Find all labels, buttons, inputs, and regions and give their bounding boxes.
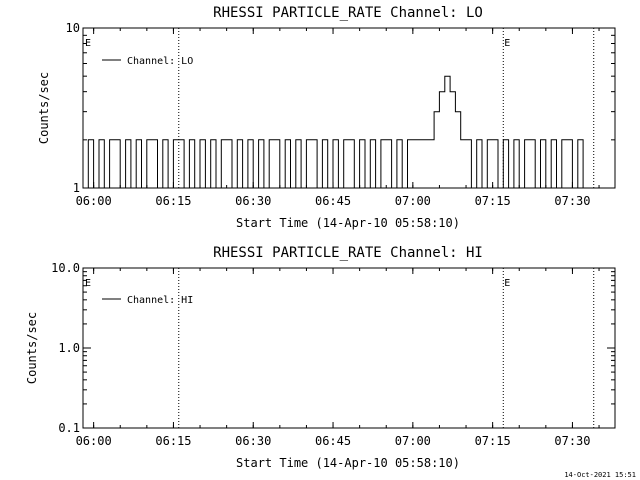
panel-hi-legend: Channel: HI	[102, 295, 193, 306]
panel-hi-plot-frame	[82, 267, 616, 429]
panel-lo-y-ticks: 1 10	[66, 21, 615, 195]
panel-hi-x-tick-label: 06:00	[76, 434, 112, 448]
panel-hi-x-ticks: 06:00 06:15 06:30 06:45 07:00 07:15 07:30	[76, 268, 600, 448]
panel-hi-x-tick-label: 06:30	[235, 434, 271, 448]
panel-lo-event-marker: E	[504, 38, 510, 49]
panel-lo-title: RHESSI PARTICLE_RATE Channel: LO	[213, 5, 483, 21]
panel-hi-x-tick-label: 06:15	[155, 434, 191, 448]
panel-hi-x-tick-label: 07:30	[554, 434, 590, 448]
panel-lo-series-line	[83, 75, 599, 189]
panel-lo-legend: Channel: LO	[102, 56, 193, 67]
panel-hi-y-ticks: 0.1 1.0 10.0	[51, 261, 615, 435]
panel-hi-legend-label: Channel: HI	[127, 295, 193, 306]
panel-lo-x-axis-label: Start Time (14-Apr-10 05:58:10)	[236, 216, 460, 230]
panel-lo: RHESSI PARTICLE_RATE Channel: LO 06:00 06…	[37, 5, 616, 230]
panel-lo-x-tick-label: 06:30	[235, 194, 271, 208]
panel-hi-event-marker: E	[504, 278, 510, 289]
panel-lo-x-tick-label: 07:30	[554, 194, 590, 208]
panel-hi-y-tick-label: 1.0	[58, 341, 80, 355]
panel-lo-y-axis-label: Counts/sec	[37, 72, 51, 144]
panel-hi: RHESSI PARTICLE_RATE Channel: HI 06:00 06…	[25, 245, 616, 470]
panel-hi-x-axis-label: Start Time (14-Apr-10 05:58:10)	[236, 456, 460, 470]
panel-hi-event-marker: E	[85, 278, 91, 289]
panel-hi-y-axis-label: Counts/sec	[25, 312, 39, 384]
panel-lo-y-tick-label: 1	[73, 181, 80, 195]
timestamp: 14-Oct-2021 15:51	[564, 471, 636, 479]
panel-hi-y-tick-label: 0.1	[58, 421, 80, 435]
panel-hi-y-tick-label: 10.0	[51, 261, 80, 275]
panel-lo-x-tick-label: 06:15	[155, 194, 191, 208]
panel-lo-series	[83, 75, 599, 189]
panel-lo-x-ticks: 06:00 06:15 06:30 06:45 07:00 07:15 07:30	[76, 28, 600, 208]
panel-hi-x-tick-label: 07:00	[395, 434, 431, 448]
panel-hi-title: RHESSI PARTICLE_RATE Channel: HI	[213, 245, 483, 261]
panel-hi-x-tick-label: 07:15	[475, 434, 511, 448]
panel-lo-x-tick-label: 07:15	[475, 194, 511, 208]
panel-hi-x-tick-label: 06:45	[315, 434, 351, 448]
panel-lo-legend-label: Channel: LO	[127, 56, 193, 67]
panel-lo-event-marker: E	[85, 38, 91, 49]
panel-lo-y-tick-label: 10	[66, 21, 80, 35]
panel-lo-plot-frame	[82, 27, 616, 189]
panel-lo-x-tick-label: 06:00	[76, 194, 112, 208]
panel-lo-x-tick-label: 07:00	[395, 194, 431, 208]
panel-lo-x-tick-label: 06:45	[315, 194, 351, 208]
